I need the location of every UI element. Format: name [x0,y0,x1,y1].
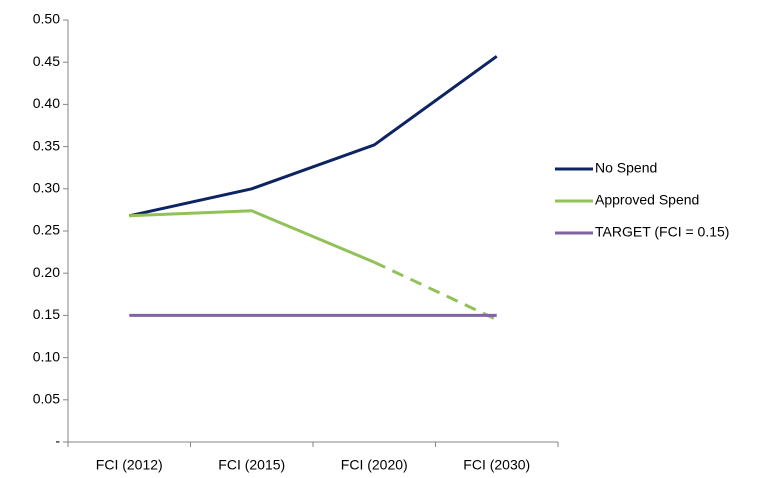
x-tick-label: FCI (2012) [96,457,163,473]
series-line [129,209,375,264]
y-tick-label: 0.15 [33,306,60,322]
y-tick-label: 0.05 [33,391,60,407]
y-tick-label: - [55,433,60,449]
y-tick-label: 0.45 [33,53,60,69]
x-tick-label: FCI (2030) [463,457,530,473]
y-tick-label: 0.40 [33,95,60,111]
series-line [373,260,498,321]
y-tick-label: 0.20 [33,264,60,280]
legend-label: Approved Spend [595,192,699,208]
x-tick-label: FCI (2020) [341,457,408,473]
legend-label: No Spend [595,160,657,176]
series-line [128,55,498,218]
y-tick-label: 0.30 [33,180,60,196]
y-tick-label: 0.10 [33,348,60,364]
y-tick-label: 0.50 [33,11,60,27]
legend-label: TARGET (FCI = 0.15) [595,224,729,240]
y-tick-label: 0.35 [33,137,60,153]
y-tick-label: 0.25 [33,222,60,238]
x-tick-label: FCI (2015) [218,457,285,473]
